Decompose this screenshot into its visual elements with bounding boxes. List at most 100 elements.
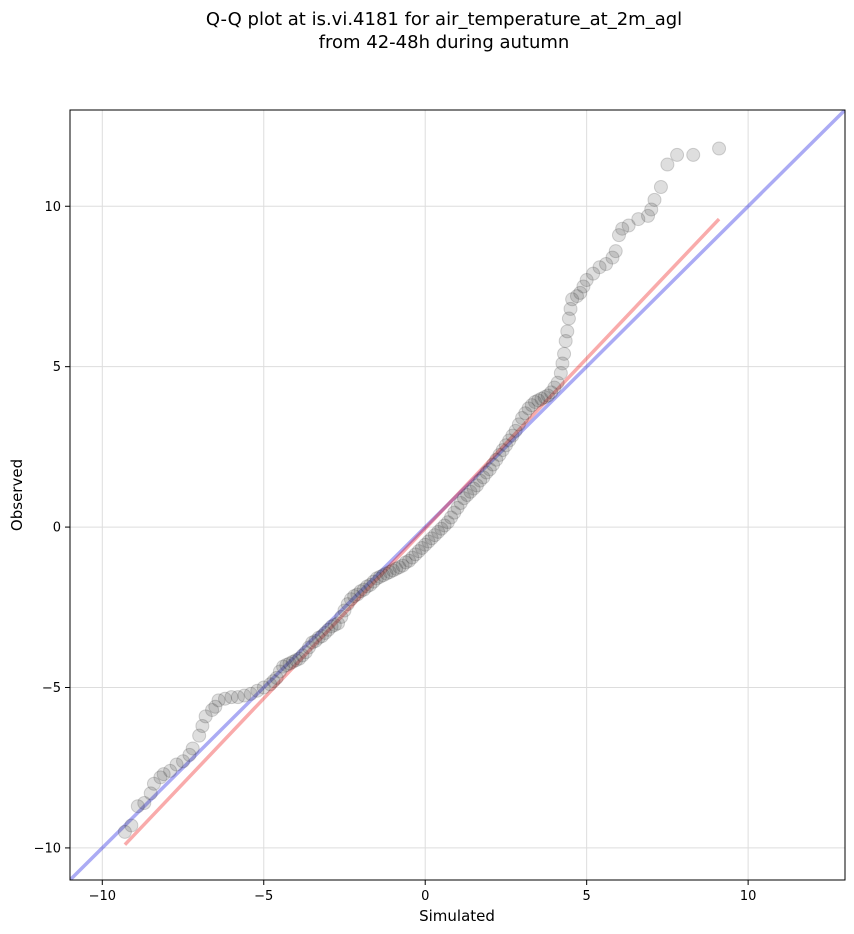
data-point — [398, 555, 413, 570]
data-point — [340, 597, 355, 612]
data-point — [130, 799, 145, 814]
data-point — [427, 528, 442, 543]
data-point — [327, 617, 342, 632]
data-point — [318, 625, 333, 640]
data-point — [712, 141, 727, 156]
data-point — [576, 279, 591, 294]
data-point — [279, 658, 294, 673]
data-point — [334, 609, 349, 624]
data-point — [282, 656, 297, 671]
data-point — [460, 488, 475, 502]
data-point — [479, 465, 494, 480]
data-point — [565, 292, 580, 307]
chart-title-line-2: from 42-48h during autumn — [319, 32, 570, 53]
data-point — [561, 311, 576, 326]
y-axis-ticks: −10 −5 0 5 10 — [34, 200, 70, 856]
chart-title-line-1: Q-Q plot at is.vi.4181 for air_temperatu… — [206, 9, 682, 30]
y-tick-label: −5 — [42, 681, 61, 696]
data-point — [263, 677, 278, 692]
data-points — [117, 141, 727, 839]
data-point — [540, 388, 555, 403]
x-tick-label: 10 — [740, 889, 757, 904]
data-point — [537, 390, 552, 405]
data-point — [456, 491, 471, 506]
data-point — [208, 699, 223, 714]
data-point — [437, 518, 452, 533]
data-point — [563, 301, 578, 316]
data-point — [392, 560, 407, 575]
data-point — [182, 747, 197, 762]
data-point — [518, 406, 533, 421]
data-point — [137, 796, 152, 810]
data-point — [321, 622, 336, 637]
x-tick-label: −10 — [89, 889, 116, 904]
data-point — [285, 654, 300, 669]
data-point — [444, 510, 459, 525]
data-point — [289, 653, 304, 668]
data-point — [373, 569, 387, 584]
reference-lines — [70, 110, 845, 880]
data-point — [421, 534, 436, 549]
data-point — [469, 478, 484, 493]
data-point — [411, 544, 426, 559]
data-point — [473, 473, 488, 488]
data-point — [615, 221, 630, 236]
x-axis-ticks: −10 −5 0 5 10 — [89, 880, 757, 904]
data-point — [557, 346, 572, 361]
data-point — [382, 565, 397, 579]
data-point — [544, 385, 559, 400]
data-point — [586, 266, 601, 281]
data-point — [531, 393, 546, 408]
data-point — [408, 547, 423, 562]
data-point — [463, 484, 478, 499]
data-point — [363, 577, 378, 592]
data-point — [379, 566, 394, 581]
data-point — [250, 683, 265, 698]
data-point — [395, 558, 410, 573]
data-point — [534, 391, 549, 406]
data-point — [644, 202, 659, 217]
data-point — [492, 447, 507, 462]
data-point — [418, 537, 433, 552]
data-point — [269, 670, 284, 685]
data-point — [521, 401, 536, 416]
fit-line — [123, 217, 721, 846]
data-point — [528, 394, 542, 409]
data-point — [360, 579, 375, 594]
data-point — [573, 285, 588, 300]
data-point — [560, 324, 575, 339]
data-point — [347, 589, 362, 604]
data-point — [476, 470, 491, 485]
data-point — [272, 664, 287, 679]
data-point — [195, 719, 210, 733]
data-point — [301, 640, 316, 655]
data-point — [230, 690, 245, 705]
data-point — [376, 568, 391, 583]
data-point — [389, 561, 404, 576]
data-point — [431, 524, 446, 539]
data-point — [350, 587, 365, 602]
data-point — [169, 757, 184, 772]
y-tick-label: 5 — [53, 360, 61, 375]
data-point — [198, 709, 213, 724]
data-point — [205, 702, 220, 717]
x-tick-label: 5 — [583, 889, 591, 904]
data-point — [224, 690, 239, 705]
data-point — [511, 417, 526, 432]
data-point — [356, 582, 371, 597]
data-point — [505, 428, 520, 443]
data-point — [305, 635, 320, 650]
data-point — [434, 521, 449, 536]
data-point — [599, 257, 614, 271]
data-point — [185, 741, 200, 756]
x-axis-label: Simulated — [419, 907, 495, 925]
data-point — [237, 688, 252, 703]
data-point — [314, 629, 329, 644]
data-point — [218, 691, 232, 706]
data-point — [515, 411, 530, 425]
data-point — [611, 228, 626, 243]
data-point — [489, 452, 504, 467]
data-point — [466, 481, 481, 496]
data-point — [447, 505, 462, 520]
